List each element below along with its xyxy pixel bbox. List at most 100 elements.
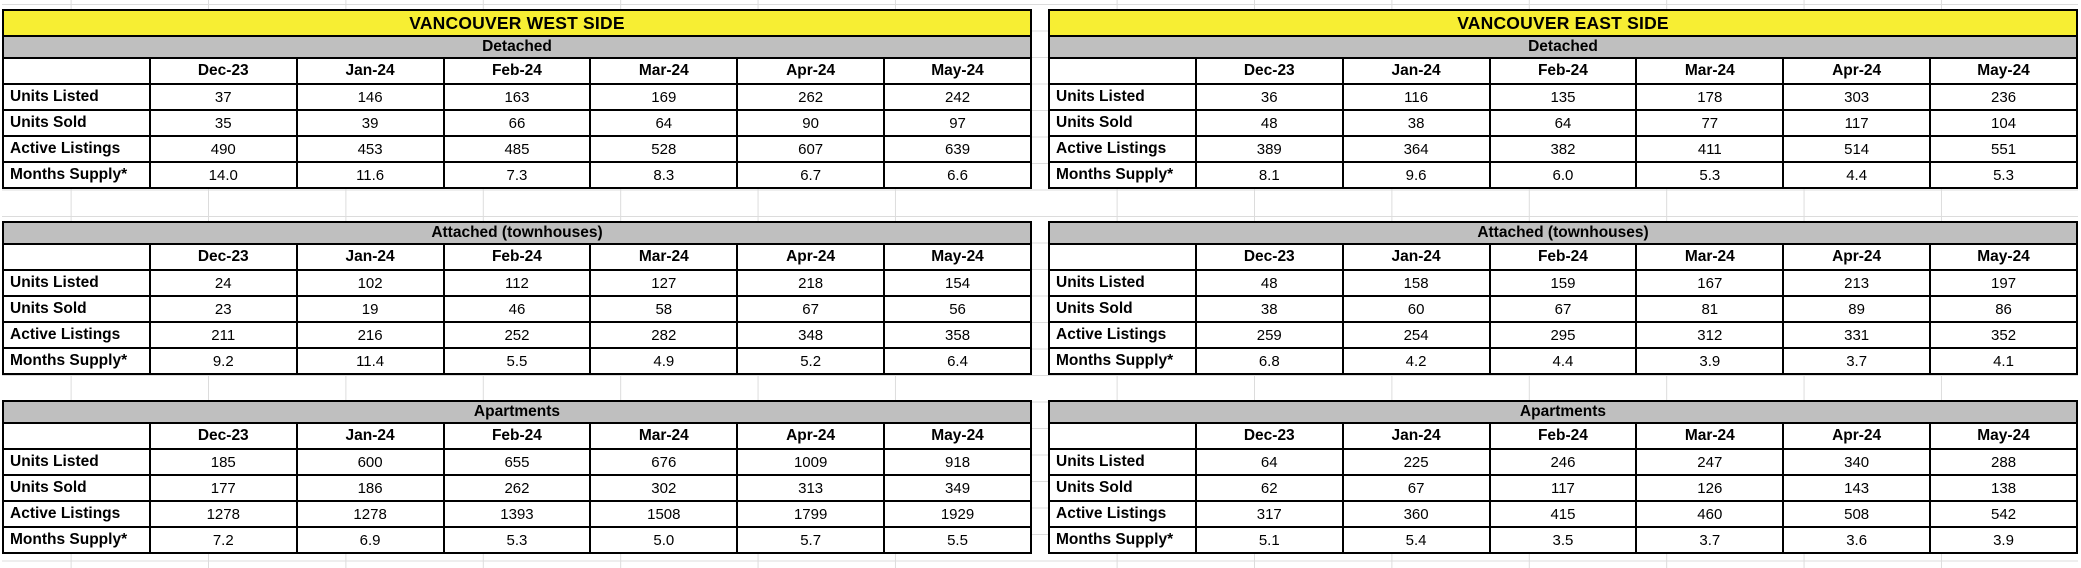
value-cell: 551 bbox=[1929, 135, 2078, 163]
corner-cell bbox=[1048, 57, 1197, 85]
month-header: Mar-24 bbox=[589, 422, 739, 450]
value-cell: 3.9 bbox=[1929, 526, 2078, 554]
section-gap bbox=[2, 189, 1032, 221]
value-cell: 313 bbox=[736, 474, 886, 502]
value-cell: 600 bbox=[295, 448, 445, 476]
value-cell: 302 bbox=[589, 474, 739, 502]
value-cell: 1278 bbox=[148, 500, 298, 528]
section-category-label: Attached (townhouses) bbox=[1048, 221, 2078, 245]
value-cell: 303 bbox=[1782, 83, 1932, 111]
value-cell: 242 bbox=[883, 83, 1032, 111]
value-cell: 186 bbox=[295, 474, 445, 502]
row-label: Units Sold bbox=[2, 109, 151, 137]
value-cell: 60 bbox=[1341, 295, 1491, 323]
month-header: May-24 bbox=[1929, 57, 2078, 85]
value-cell: 64 bbox=[589, 109, 739, 137]
value-cell: 9.2 bbox=[148, 347, 298, 375]
table-row: Units Listed 37 146 163 169 262 242 bbox=[2, 83, 1032, 111]
section-gap bbox=[2, 375, 1032, 400]
region-title-east: VANCOUVER EAST SIDE bbox=[1048, 9, 2078, 35]
row-label: Months Supply* bbox=[1048, 161, 1197, 189]
value-cell: 138 bbox=[1929, 474, 2078, 502]
row-label: Units Sold bbox=[1048, 474, 1197, 502]
value-cell: 211 bbox=[148, 321, 298, 349]
value-cell: 382 bbox=[1488, 135, 1638, 163]
month-header: Dec-23 bbox=[148, 57, 298, 85]
value-cell: 415 bbox=[1488, 500, 1638, 528]
value-cell: 5.3 bbox=[1635, 161, 1785, 189]
value-cell: 11.4 bbox=[295, 347, 445, 375]
table-row: Active Listings 1278 1278 1393 1508 1799 1929 bbox=[2, 500, 1032, 528]
value-cell: 56 bbox=[883, 295, 1032, 323]
month-header: Feb-24 bbox=[1488, 422, 1638, 450]
row-label: Units Listed bbox=[1048, 269, 1197, 297]
value-cell: 11.6 bbox=[295, 161, 445, 189]
corner-cell bbox=[1048, 243, 1197, 271]
panel-east: VANCOUVER EAST SIDE Detached Dec-23 Jan-24… bbox=[1048, 0, 2078, 568]
value-cell: 67 bbox=[736, 295, 886, 323]
value-cell: 77 bbox=[1635, 109, 1785, 137]
value-cell: 247 bbox=[1635, 448, 1785, 476]
month-header: Apr-24 bbox=[736, 422, 886, 450]
value-cell: 117 bbox=[1782, 109, 1932, 137]
table-row: Active Listings 259 254 295 312 331 352 bbox=[1048, 321, 2078, 349]
value-cell: 38 bbox=[1341, 109, 1491, 137]
value-cell: 225 bbox=[1341, 448, 1491, 476]
value-cell: 1799 bbox=[736, 500, 886, 528]
table-row: Units Listed 185 600 655 676 1009 918 bbox=[2, 448, 1032, 476]
value-cell: 213 bbox=[1782, 269, 1932, 297]
corner-cell bbox=[2, 243, 151, 271]
value-cell: 64 bbox=[1194, 448, 1344, 476]
value-cell: 364 bbox=[1341, 135, 1491, 163]
value-cell: 178 bbox=[1635, 83, 1785, 111]
section-table-west-1: Attached (townhouses) Dec-23 Jan-24 Feb-24 M… bbox=[2, 221, 1032, 375]
panel-west: VANCOUVER WEST SIDE Detached Dec-23 Jan-24… bbox=[2, 0, 1032, 568]
value-cell: 5.1 bbox=[1194, 526, 1344, 554]
table-row: Units Listed 24 102 112 127 218 154 bbox=[2, 269, 1032, 297]
value-cell: 5.7 bbox=[736, 526, 886, 554]
value-cell: 6.7 bbox=[736, 161, 886, 189]
value-cell: 295 bbox=[1488, 321, 1638, 349]
value-cell: 159 bbox=[1488, 269, 1638, 297]
value-cell: 252 bbox=[442, 321, 592, 349]
value-cell: 5.0 bbox=[589, 526, 739, 554]
month-header: May-24 bbox=[1929, 243, 2078, 271]
value-cell: 135 bbox=[1488, 83, 1638, 111]
value-cell: 1508 bbox=[589, 500, 739, 528]
month-header: Apr-24 bbox=[736, 243, 886, 271]
value-cell: 163 bbox=[442, 83, 592, 111]
corner-cell bbox=[2, 57, 151, 85]
section-category-label: Detached bbox=[2, 35, 1032, 59]
section-category-label: Apartments bbox=[2, 400, 1032, 424]
month-header: Apr-24 bbox=[736, 57, 886, 85]
value-cell: 1009 bbox=[736, 448, 886, 476]
value-cell: 146 bbox=[295, 83, 445, 111]
month-header: Mar-24 bbox=[1635, 57, 1785, 85]
table-row: Active Listings 211 216 252 282 348 358 bbox=[2, 321, 1032, 349]
month-header: Feb-24 bbox=[1488, 243, 1638, 271]
month-header: Dec-23 bbox=[148, 422, 298, 450]
month-header: Jan-24 bbox=[295, 422, 445, 450]
value-cell: 23 bbox=[148, 295, 298, 323]
value-cell: 39 bbox=[295, 109, 445, 137]
section-table-east-1: Attached (townhouses) Dec-23 Jan-24 Feb-24 M… bbox=[1048, 221, 2078, 375]
value-cell: 37 bbox=[148, 83, 298, 111]
value-cell: 236 bbox=[1929, 83, 2078, 111]
table-row: Units Sold 38 60 67 81 89 86 bbox=[1048, 295, 2078, 323]
value-cell: 58 bbox=[589, 295, 739, 323]
section-table-east-0: Detached Dec-23 Jan-24 Feb-24 Mar-24 Apr-24 Ma… bbox=[1048, 35, 2078, 189]
value-cell: 542 bbox=[1929, 500, 2078, 528]
value-cell: 254 bbox=[1341, 321, 1491, 349]
row-label: Units Listed bbox=[2, 448, 151, 476]
value-cell: 104 bbox=[1929, 109, 2078, 137]
row-label: Active Listings bbox=[1048, 321, 1197, 349]
value-cell: 5.5 bbox=[442, 347, 592, 375]
section-table-west-2: Apartments Dec-23 Jan-24 Feb-24 Mar-24 Apr-24… bbox=[2, 400, 1032, 554]
month-header: Jan-24 bbox=[1341, 57, 1491, 85]
value-cell: 177 bbox=[148, 474, 298, 502]
row-label: Active Listings bbox=[2, 500, 151, 528]
value-cell: 89 bbox=[1782, 295, 1932, 323]
table-row: Months Supply* 6.8 4.2 4.4 3.9 3.7 4.1 bbox=[1048, 347, 2078, 375]
month-header: Mar-24 bbox=[589, 57, 739, 85]
panel-gap bbox=[1032, 0, 1048, 568]
